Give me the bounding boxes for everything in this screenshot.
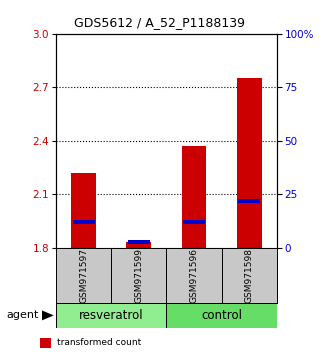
- Text: agent: agent: [6, 310, 39, 320]
- FancyBboxPatch shape: [111, 248, 166, 303]
- Text: GSM971596: GSM971596: [189, 248, 198, 303]
- Bar: [238, 199, 260, 203]
- Text: transformed count: transformed count: [57, 338, 141, 347]
- Bar: [71, 173, 96, 248]
- Text: resveratrol: resveratrol: [79, 309, 143, 322]
- Text: GSM971597: GSM971597: [79, 248, 88, 303]
- Text: GSM971599: GSM971599: [134, 248, 143, 303]
- Bar: [181, 146, 206, 248]
- Text: control: control: [201, 309, 242, 322]
- Bar: [128, 240, 150, 244]
- Text: GSM971598: GSM971598: [245, 248, 254, 303]
- FancyBboxPatch shape: [56, 248, 111, 303]
- Text: GDS5612 / A_52_P1188139: GDS5612 / A_52_P1188139: [75, 16, 245, 29]
- FancyBboxPatch shape: [221, 248, 277, 303]
- Bar: [237, 78, 262, 248]
- Bar: [183, 220, 205, 224]
- Bar: [40, 338, 51, 348]
- FancyBboxPatch shape: [166, 303, 277, 328]
- Polygon shape: [42, 310, 54, 320]
- Bar: [73, 220, 95, 224]
- Bar: [126, 241, 151, 248]
- FancyBboxPatch shape: [56, 303, 166, 328]
- FancyBboxPatch shape: [166, 248, 221, 303]
